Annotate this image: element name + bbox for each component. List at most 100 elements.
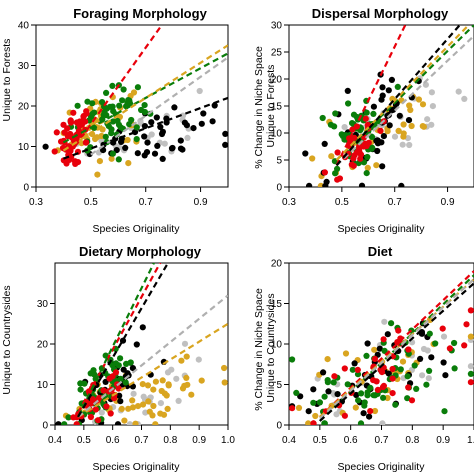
data-point <box>319 114 326 122</box>
x-tick-label: 0.9 <box>194 197 208 208</box>
data-point <box>151 150 159 157</box>
data-point <box>183 353 190 360</box>
data-point <box>357 151 365 158</box>
data-point <box>395 327 402 334</box>
data-point <box>72 160 79 167</box>
data-point <box>122 144 129 151</box>
data-point <box>152 421 159 425</box>
data-point <box>165 381 172 388</box>
x-tick-label: 0.5 <box>77 435 91 446</box>
data-point <box>100 387 107 394</box>
data-point <box>348 161 355 168</box>
data-point <box>407 106 414 114</box>
data-point <box>322 182 329 187</box>
data-point <box>164 405 171 412</box>
data-point <box>130 390 137 397</box>
data-point <box>184 134 191 141</box>
data-point <box>370 103 377 110</box>
panel-title: Foraging Morphology <box>73 6 207 21</box>
data-point <box>161 140 168 147</box>
data-point <box>364 340 371 347</box>
data-point <box>102 352 109 359</box>
x-tick-label: 0.6 <box>106 435 120 446</box>
data-point <box>222 130 228 137</box>
data-point <box>195 356 202 363</box>
trend-line <box>335 25 471 161</box>
data-point <box>211 102 218 109</box>
data-point <box>132 420 139 425</box>
data-point <box>168 145 176 152</box>
data-point <box>388 320 395 327</box>
data-point <box>65 414 72 421</box>
data-point <box>106 103 114 110</box>
data-point <box>439 325 446 332</box>
data-point <box>368 133 376 140</box>
data-point <box>380 394 387 401</box>
data-point <box>310 420 317 425</box>
data-point <box>355 397 362 404</box>
data-point <box>366 413 373 420</box>
data-point <box>386 122 393 129</box>
data-point <box>115 121 123 128</box>
data-point <box>389 390 396 397</box>
data-point <box>181 340 189 347</box>
data-point <box>371 355 378 362</box>
data-point <box>115 385 122 392</box>
data-point <box>441 408 448 415</box>
panel-title: Diet <box>368 244 393 259</box>
y-tick-label: 20 <box>271 75 283 86</box>
data-point <box>429 103 436 110</box>
data-point <box>160 411 168 418</box>
data-point <box>352 404 359 411</box>
data-point <box>373 378 380 385</box>
data-point <box>324 356 331 363</box>
data-point <box>332 170 339 177</box>
data-point <box>405 117 413 124</box>
data-point <box>109 150 116 157</box>
trend-line <box>62 52 228 144</box>
data-point <box>117 375 124 382</box>
data-point <box>358 390 365 397</box>
data-point <box>117 355 124 362</box>
data-point <box>83 110 90 117</box>
x-tick-label: 0.7 <box>135 435 149 446</box>
y-axis-label-line1: % Change in Niche Space <box>253 288 265 411</box>
data-point <box>134 403 142 410</box>
data-point <box>379 163 386 170</box>
data-point <box>150 386 157 393</box>
trend-line <box>319 278 474 420</box>
data-point <box>190 125 197 132</box>
data-point <box>356 143 363 150</box>
data-point <box>149 412 156 419</box>
data-point <box>426 330 433 337</box>
data-point <box>289 405 296 412</box>
data-point <box>399 141 406 148</box>
data-point <box>350 155 357 162</box>
x-tick-label: 0.7 <box>388 197 402 208</box>
y-tick-label: 0 <box>276 183 282 194</box>
data-point <box>379 84 386 91</box>
x-tick-label: 0.4 <box>282 435 296 446</box>
y-tick-label: 20 <box>37 340 49 351</box>
data-point <box>371 407 379 415</box>
data-point <box>428 354 435 361</box>
data-point <box>369 144 376 151</box>
trend-line <box>335 34 474 167</box>
data-point <box>467 379 474 386</box>
data-point <box>371 346 378 353</box>
data-point <box>404 373 411 380</box>
x-tick-label: 0.3 <box>29 197 43 208</box>
data-point <box>92 406 99 413</box>
panel-title: Dietary Morphology <box>79 244 202 259</box>
data-point <box>455 88 462 95</box>
data-point <box>364 164 371 171</box>
data-point <box>302 150 309 157</box>
data-point <box>360 410 367 417</box>
data-point <box>87 413 94 421</box>
points-layer <box>289 270 474 425</box>
data-point <box>77 386 84 393</box>
data-point <box>141 133 148 140</box>
data-point <box>198 120 205 127</box>
data-point <box>73 421 80 425</box>
x-tick-label: 0.5 <box>84 197 98 208</box>
